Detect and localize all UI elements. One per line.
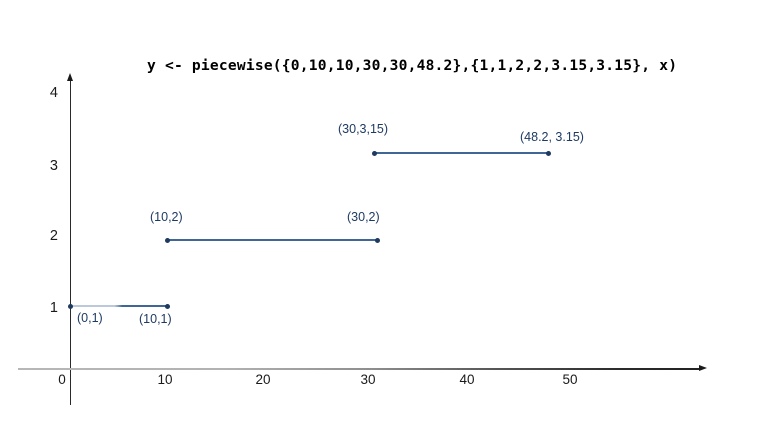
x-tick-40: 40 [459,372,475,387]
x-tick-10: 10 [157,372,173,387]
segment-line-3 [374,152,548,154]
point-label-0-1: (0,1) [77,311,103,325]
y-tick-4: 4 [49,85,58,101]
x-tick-30: 30 [360,372,376,387]
y-tick-1: 1 [49,300,58,316]
x-tick-0: 0 [58,372,66,387]
point-label-482-315: (48.2, 3.15) [520,130,584,144]
x-tick-50: 50 [562,372,578,387]
y-tick-2: 2 [49,228,58,244]
segment-line-1 [70,305,167,307]
point-label-10-1: (10,1) [139,312,172,326]
segment-line-2 [167,239,377,241]
x-tick-20: 20 [255,372,271,387]
x-axis-line [18,368,702,370]
y-axis-arrowhead-icon [66,73,73,81]
data-point-482-315 [545,150,551,156]
x-axis-arrowhead-icon [699,365,707,371]
data-point-30-2 [374,237,380,243]
data-point-0-1 [67,303,73,309]
y-tick-3: 3 [49,158,58,174]
point-label-30-2: (30,2) [347,210,380,224]
data-point-30-315 [371,150,377,156]
data-point-10-2 [164,237,170,243]
point-label-10-2: (10,2) [150,210,183,224]
data-point-10-1 [164,303,170,309]
y-axis-line [69,80,71,405]
chart-title: y <- piecewise({0,10,10,30,30,48.2},{1,1… [147,57,678,74]
point-label-30-315: (30,3,15) [338,122,389,136]
